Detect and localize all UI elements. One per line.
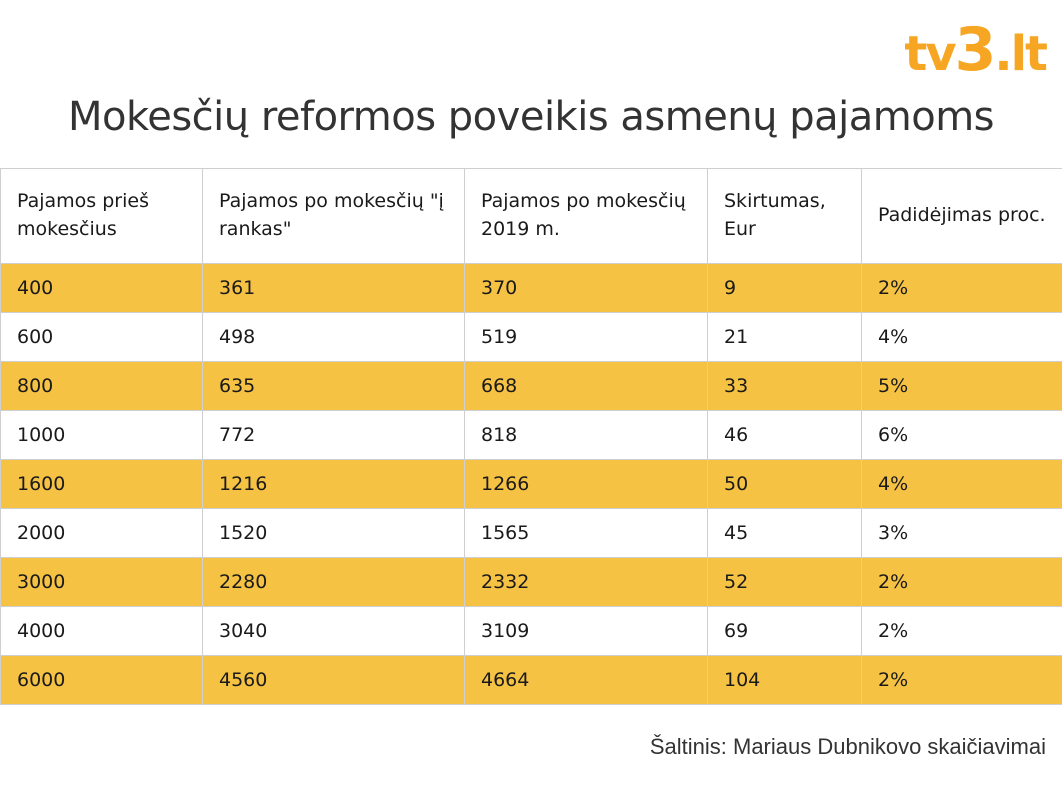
table-cell: 104 (707, 655, 862, 705)
source-note: Šaltinis: Mariaus Dubnikovo skaičiavimai (649, 734, 1046, 759)
column-header: Pajamos po mokesčių "į rankas" (202, 168, 465, 264)
table-cell: 33 (707, 361, 862, 411)
table-cell: 370 (464, 263, 708, 313)
table-row: 600 498 519 21 4% (0, 312, 1062, 362)
tv3-logo: tv3.lt (904, 20, 1048, 82)
column-header: Pajamos prieš mokesčius (0, 168, 203, 264)
table-cell: 3000 (0, 557, 203, 607)
table-cell: 1000 (0, 410, 203, 460)
table-cell: 1565 (464, 508, 708, 558)
table-cell: 9 (707, 263, 862, 313)
table-body: 400 361 370 9 2% 600 498 519 21 4% 800 635 668 33 5% 10… (0, 263, 1062, 705)
table-cell: 2000 (0, 508, 203, 558)
logo-text-lt: .lt (994, 26, 1048, 82)
table-cell: 2332 (464, 557, 708, 607)
table-cell: 400 (0, 263, 203, 313)
table-cell: 45 (707, 508, 862, 558)
table-cell: 800 (0, 361, 203, 411)
table-cell: 4% (861, 459, 1062, 509)
table-row: 4000 3040 3109 69 2% (0, 606, 1062, 656)
table-cell: 4664 (464, 655, 708, 705)
logo-text-3: 3 (954, 15, 997, 85)
column-header: Skirtumas, Eur (707, 168, 862, 264)
table-cell: 3040 (202, 606, 465, 656)
table-cell: 52 (707, 557, 862, 607)
table-cell: 1600 (0, 459, 203, 509)
table-cell: 1520 (202, 508, 465, 558)
table-cell: 635 (202, 361, 465, 411)
table-cell: 2% (861, 606, 1062, 656)
table-cell: 818 (464, 410, 708, 460)
table-row: 800 635 668 33 5% (0, 361, 1062, 411)
table-cell: 6% (861, 410, 1062, 460)
income-table: Pajamos prieš mokesčius Pajamos po mokes… (0, 168, 1062, 705)
table-cell: 5% (861, 361, 1062, 411)
table-row: 2000 1520 1565 45 3% (0, 508, 1062, 558)
column-header: Padidėjimas proc. (861, 168, 1062, 264)
logo-text-tv: tv (904, 26, 956, 82)
table-row: 400 361 370 9 2% (0, 263, 1062, 313)
table-cell: 3% (861, 508, 1062, 558)
table-row: 1000 772 818 46 6% (0, 410, 1062, 460)
table-cell: 361 (202, 263, 465, 313)
table-header-row: Pajamos prieš mokesčius Pajamos po mokes… (0, 168, 1062, 264)
chart-title: Mokesčių reformos poveikis asmenų pajamo… (67, 94, 995, 140)
table-row: 1600 1216 1266 50 4% (0, 459, 1062, 509)
table-cell: 3109 (464, 606, 708, 656)
table-cell: 50 (707, 459, 862, 509)
table-cell: 6000 (0, 655, 203, 705)
table-cell: 2% (861, 557, 1062, 607)
table-cell: 4560 (202, 655, 465, 705)
table-cell: 69 (707, 606, 862, 656)
table-cell: 4% (861, 312, 1062, 362)
column-header: Pajamos po mokesčių 2019 m. (464, 168, 708, 264)
table-cell: 46 (707, 410, 862, 460)
table-cell: 1216 (202, 459, 465, 509)
table-cell: 519 (464, 312, 708, 362)
table-cell: 2% (861, 655, 1062, 705)
table-row: 3000 2280 2332 52 2% (0, 557, 1062, 607)
table-cell: 668 (464, 361, 708, 411)
table-row: 6000 4560 4664 104 2% (0, 655, 1062, 705)
table-cell: 600 (0, 312, 203, 362)
table-cell: 4000 (0, 606, 203, 656)
table-cell: 772 (202, 410, 465, 460)
table-cell: 2% (861, 263, 1062, 313)
table-cell: 21 (707, 312, 862, 362)
table-cell: 1266 (464, 459, 708, 509)
table-cell: 2280 (202, 557, 465, 607)
table-cell: 498 (202, 312, 465, 362)
